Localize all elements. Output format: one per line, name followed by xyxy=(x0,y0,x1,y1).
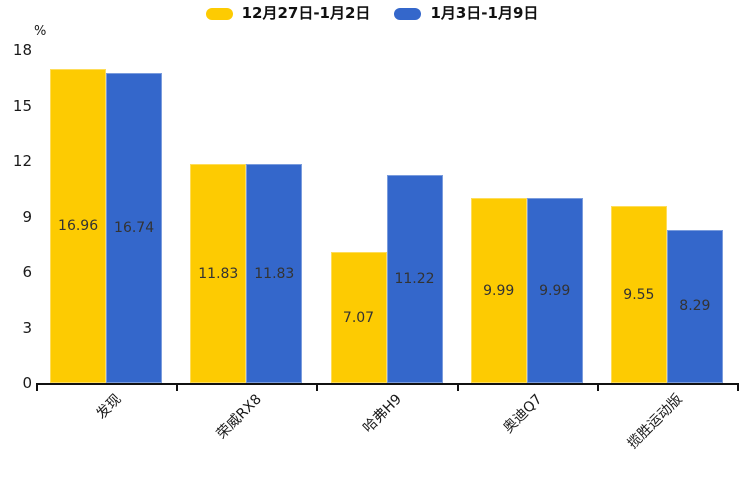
bar-揽胜运动版-series-0: 9.55 xyxy=(610,206,667,383)
legend-item-0: 12月27日-1月2日 xyxy=(205,4,371,22)
bar-哈弗H9-series-0: 7.07 xyxy=(330,252,387,383)
bar-value-label: 8.29 xyxy=(679,298,711,315)
legend-label: 12月27日-1月2日 xyxy=(241,4,371,22)
legend-item-1: 1月3日-1月9日 xyxy=(394,6,538,21)
x-axis-tick xyxy=(596,383,599,391)
y-axis-tick-label: 15 xyxy=(12,96,32,115)
bar-value-label: 9.99 xyxy=(539,282,571,299)
bar-value-label: 9.99 xyxy=(483,282,515,299)
x-axis-category-label: 发现 xyxy=(93,391,125,423)
bar-value-label: 16.74 xyxy=(114,220,155,237)
bar-奥迪Q7-series-1: 9.99 xyxy=(526,198,583,383)
chart-legend: 12月27日-1月2日 1月3日-1月9日 xyxy=(0,6,744,21)
x-axis-tick xyxy=(316,383,319,391)
x-axis-tick xyxy=(36,383,38,391)
x-axis-category-label: 揽胜运动版 xyxy=(624,391,686,453)
bar-value-label: 7.07 xyxy=(342,309,375,326)
y-axis-tick-label: 3 xyxy=(22,318,32,337)
x-axis-tick xyxy=(456,383,459,391)
bar-揽胜运动版-series-1: 8.29 xyxy=(666,229,723,383)
y-axis-tick-label: 12 xyxy=(12,152,32,170)
bar-发现-series-0: 16.96 xyxy=(50,69,107,383)
bar-发现-series-1: 16.74 xyxy=(106,73,163,383)
bar-value-label: 11.83 xyxy=(198,265,239,282)
x-axis-category-label: 哈弗H9 xyxy=(360,391,406,437)
legend-label: 1月3日-1月9日 xyxy=(430,4,539,22)
y-axis-tick-label: 9 xyxy=(22,207,32,226)
x-axis-category-label: 荣威RX8 xyxy=(213,391,265,443)
x-axis-tick xyxy=(737,383,739,391)
x-axis-line xyxy=(36,383,739,385)
bar-奥迪Q7-series-0: 9.99 xyxy=(470,198,527,383)
legend-swatch-icon xyxy=(205,7,233,20)
bar-value-label: 16.96 xyxy=(58,218,99,235)
bar-哈弗H9-series-1: 11.22 xyxy=(386,175,443,383)
bar-value-label: 11.83 xyxy=(254,265,295,282)
bar-荣威RX8-series-0: 11.83 xyxy=(190,164,247,383)
bar-value-label: 9.55 xyxy=(623,286,655,303)
bar-荣威RX8-series-1: 11.83 xyxy=(246,164,303,383)
y-axis-unit-label: % xyxy=(34,24,47,39)
legend-swatch-icon xyxy=(394,7,422,20)
x-axis-tick xyxy=(176,383,179,391)
y-axis-tick-label: 18 xyxy=(12,41,32,59)
bar-value-label: 11.22 xyxy=(394,271,435,288)
y-axis-tick-label: 0 xyxy=(22,374,32,392)
x-axis-category-label: 奥迪Q7 xyxy=(500,391,546,437)
y-axis-tick-label: 6 xyxy=(22,263,32,281)
